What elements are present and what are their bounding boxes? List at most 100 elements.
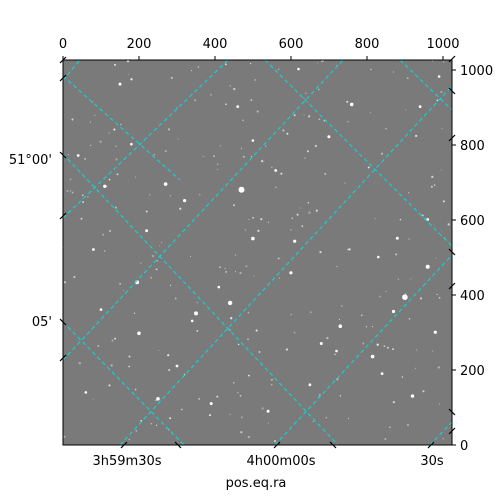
faint-star <box>307 115 311 118</box>
faint-star <box>303 97 305 99</box>
faint-star <box>229 85 231 87</box>
faint-star <box>253 275 255 277</box>
edge-tick <box>329 441 337 449</box>
faint-star <box>422 390 425 393</box>
faint-star <box>344 182 346 184</box>
edge-tick <box>59 212 67 220</box>
faint-star <box>169 195 172 197</box>
star-point <box>84 391 88 394</box>
faint-star <box>334 353 336 356</box>
faint-star <box>275 186 277 188</box>
faint-star <box>78 362 81 365</box>
faint-star <box>240 147 243 150</box>
faint-star <box>158 245 161 247</box>
faint-star <box>250 155 253 158</box>
star-point <box>327 135 331 139</box>
faint-star <box>197 66 200 68</box>
faint-star <box>307 201 310 204</box>
faint-star <box>436 99 439 102</box>
grid-line <box>274 254 452 445</box>
faint-star <box>280 172 283 175</box>
star-point <box>308 383 312 387</box>
faint-star <box>89 121 91 123</box>
right-tick-label: 0 <box>460 439 468 454</box>
faint-star <box>250 99 253 101</box>
star-point <box>137 331 141 336</box>
star-point <box>103 184 107 188</box>
edge-tick <box>448 55 456 63</box>
grid-line <box>429 421 452 445</box>
faint-star <box>362 342 365 345</box>
faint-star <box>66 190 69 192</box>
star-point <box>156 397 160 401</box>
faint-star <box>392 71 395 73</box>
edge-tick <box>174 441 182 449</box>
ra-tick-label: 4h00m00s <box>246 454 315 469</box>
faint-star <box>111 339 114 342</box>
faint-star <box>150 276 153 279</box>
faint-star <box>71 191 74 194</box>
faint-star <box>360 314 363 317</box>
faint-star <box>407 424 409 426</box>
faint-star <box>94 114 96 116</box>
edge-tick <box>59 74 67 82</box>
faint-star <box>416 349 418 351</box>
edge-tick <box>59 318 67 326</box>
faint-star <box>202 155 204 158</box>
faint-star <box>392 401 395 404</box>
star-point <box>338 324 343 329</box>
faint-star <box>194 99 197 102</box>
faint-star <box>397 278 400 280</box>
faint-star <box>245 265 248 268</box>
faint-star <box>133 312 136 314</box>
faint-star <box>130 78 133 81</box>
right-axis: 0 200 400 600 800 1000 <box>452 64 493 454</box>
star-point <box>289 271 293 275</box>
faint-star <box>113 128 116 131</box>
faint-star <box>303 114 305 116</box>
grid-line <box>63 60 81 81</box>
edge-tick <box>273 441 281 449</box>
faint-star <box>347 121 349 123</box>
faint-star <box>180 408 183 411</box>
star-point <box>227 300 233 306</box>
faint-star <box>408 238 410 240</box>
faint-star <box>249 62 252 65</box>
faint-star <box>408 317 411 320</box>
faint-star <box>285 348 289 351</box>
faint-star <box>240 416 243 419</box>
star-point <box>410 394 415 398</box>
faint-star <box>315 209 318 212</box>
faint-star <box>82 194 84 197</box>
faint-star <box>199 194 201 196</box>
faint-star <box>170 76 173 79</box>
faint-star <box>347 248 349 251</box>
faint-star <box>230 317 233 320</box>
grid-line <box>63 321 185 445</box>
right-tick-label: 200 <box>460 364 485 379</box>
faint-star <box>338 318 340 320</box>
faint-star <box>80 217 83 220</box>
faint-star <box>183 373 186 376</box>
faint-star <box>317 88 320 91</box>
faint-star <box>71 118 74 121</box>
grid-line <box>63 75 181 181</box>
faint-star <box>247 435 251 439</box>
faint-star <box>149 194 151 196</box>
faint-star <box>257 229 260 233</box>
faint-star <box>370 68 372 71</box>
top-tick-label: 0 <box>59 37 67 52</box>
sky-image <box>63 60 452 445</box>
faint-star <box>258 351 261 353</box>
faint-star <box>322 60 324 62</box>
faint-star <box>252 216 254 219</box>
faint-star <box>69 178 72 181</box>
star-point <box>99 308 103 311</box>
faint-star <box>401 376 404 378</box>
edge-tick <box>448 282 456 290</box>
faint-star <box>233 87 236 91</box>
faint-star <box>120 123 122 126</box>
faint-star <box>216 395 219 398</box>
